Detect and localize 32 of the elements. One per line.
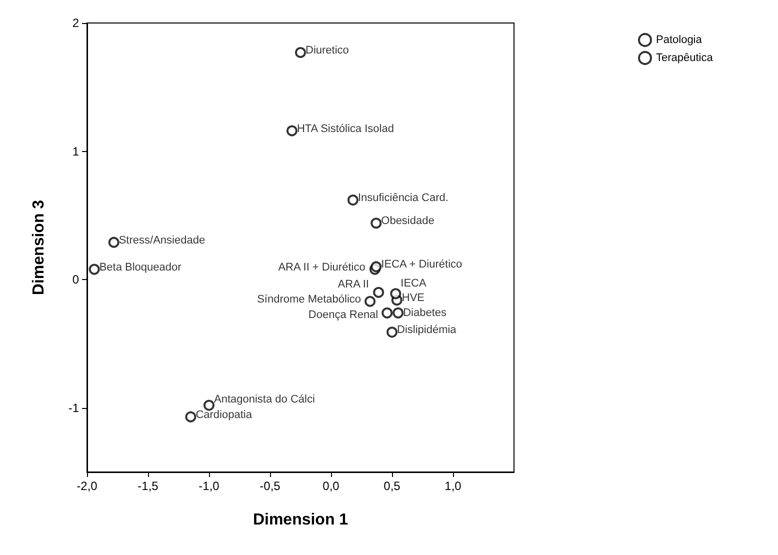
x-axis-title: Dimension 1 xyxy=(252,512,348,528)
legend-label: Patologia xyxy=(656,34,703,46)
data-label: ARA II + Diurético xyxy=(278,261,366,274)
data-label: Diabetes xyxy=(403,306,448,319)
data-label: Stress/Ansiedade xyxy=(118,234,206,246)
y-axis-title: Dimension 3 xyxy=(30,200,48,296)
y-tick-label: 0 xyxy=(72,272,80,287)
data-label: Antagonista do Cálci xyxy=(214,393,315,406)
legend-label: Terapêutica xyxy=(656,52,714,64)
x-tick-label: -2,0 xyxy=(76,479,98,493)
data-label: Obesidade xyxy=(381,215,434,228)
x-tick-label: -1,0 xyxy=(198,479,220,493)
x-tick-label: 1,0 xyxy=(444,479,462,493)
x-tick-label: 0,5 xyxy=(384,479,401,493)
y-tick-label: 1 xyxy=(72,144,80,158)
y-tick-label: -1 xyxy=(68,400,80,415)
y-tick-label: 2 xyxy=(72,16,80,30)
data-label: ARA II xyxy=(338,278,369,290)
data-label: Doença Renal xyxy=(308,308,378,321)
data-label: Diuretico xyxy=(306,44,349,57)
data-label: Beta Bloqueador xyxy=(99,261,182,274)
data-label: Síndrome Metabólico xyxy=(257,293,362,306)
x-tick-label: -1,5 xyxy=(138,479,159,493)
data-label: IECA xyxy=(400,278,427,290)
data-label: Insuficiência Card. xyxy=(358,192,448,204)
x-tick-label: -0,5 xyxy=(260,479,281,493)
data-label: HTA Sistólica Isolad xyxy=(296,122,394,135)
data-label: Cardiopatia xyxy=(196,408,253,421)
data-label: IECA + Diurético xyxy=(381,258,462,271)
data-label: Dislipidémia xyxy=(397,324,458,336)
data-label: HVE xyxy=(402,292,425,304)
x-tick-label: 0,0 xyxy=(322,479,340,493)
